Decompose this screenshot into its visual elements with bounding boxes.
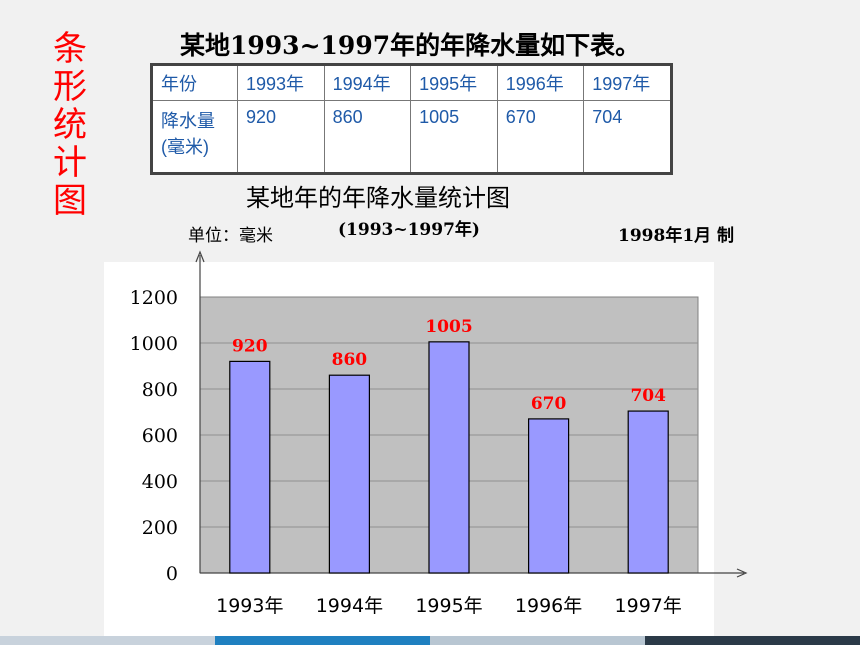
made-date-label: 1998年1月 制 [618, 226, 735, 246]
y-tick-label: 400 [142, 471, 178, 493]
bar [229, 360, 271, 574]
y-tick-label: 1000 [130, 333, 178, 355]
side-title-char: 条 [53, 29, 87, 69]
x-tick-label: 1995年 [415, 595, 482, 617]
decor-segment [430, 636, 645, 645]
table-row: 降水量 (毫米) 920 860 1005 670 704 [151, 100, 672, 174]
side-title-char: 计 [53, 143, 87, 183]
decor-segment [0, 636, 215, 645]
x-axis-arrow [736, 568, 748, 578]
table-header-cell: 1994年 [323, 64, 412, 101]
x-tick-label: 1997年 [615, 595, 682, 617]
y-tick-label: 600 [142, 425, 178, 447]
bar [428, 341, 470, 574]
bar [328, 374, 370, 574]
table-row-label: 降水量 (毫米) [151, 100, 238, 174]
x-tick-label: 1996年 [515, 595, 582, 617]
table-header-cell: 1997年 [583, 64, 672, 101]
x-tick-label: 1993年 [216, 595, 283, 617]
data-label: 704 [630, 386, 666, 406]
chart-title: 某地年的年降水量统计图 [246, 184, 510, 212]
y-tick-label: 1200 [130, 287, 178, 309]
y-tick-label: 0 [166, 563, 178, 585]
data-label: 920 [232, 336, 268, 356]
unit-label: 单位：毫米 [188, 226, 273, 246]
decor-segment [215, 636, 430, 645]
chart-subtitle: (1993~1997年) [338, 220, 480, 240]
data-label: 860 [332, 350, 368, 370]
table-cell: 920 [237, 100, 325, 174]
side-title-char: 统 [53, 105, 87, 145]
row-label-line: 降水量 [161, 111, 215, 131]
side-title-char: 图 [53, 181, 87, 221]
y-tick-label: 800 [142, 379, 178, 401]
table-cell: 1005 [410, 100, 498, 174]
table-header-row: 年份 1993年 1994年 1995年 1996年 1997年 [151, 64, 672, 101]
y-tick-label: 200 [142, 517, 178, 539]
bottom-decor-bar [0, 636, 860, 645]
y-axis-arrow [195, 250, 205, 263]
bar [627, 410, 669, 574]
side-title-char: 形 [53, 67, 87, 107]
x-tick-label: 1994年 [316, 595, 383, 617]
data-label: 1005 [425, 317, 472, 337]
data-label: 670 [531, 394, 567, 414]
bar [527, 418, 570, 574]
decor-segment [645, 636, 860, 645]
table-cell: 670 [496, 100, 585, 174]
table-caption: 某地1993~1997年的年降水量如下表。 [180, 31, 641, 60]
table-cell: 704 [583, 100, 672, 174]
row-label-unit: (毫米) [161, 137, 209, 157]
data-table: 年份 1993年 1994年 1995年 1996年 1997年 降水量 (毫米… [150, 63, 673, 175]
side-title: 条 形 统 计 图 [50, 30, 90, 220]
